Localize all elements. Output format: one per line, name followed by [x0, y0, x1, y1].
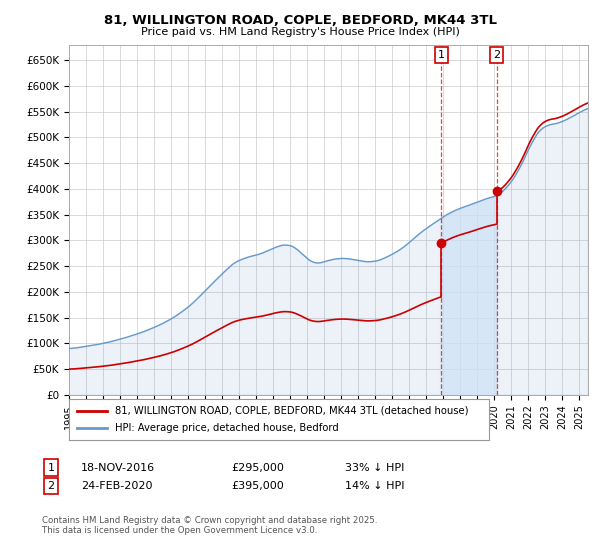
- Text: 2: 2: [47, 481, 55, 491]
- Text: £395,000: £395,000: [231, 481, 284, 491]
- Text: 1: 1: [438, 50, 445, 60]
- Text: 14% ↓ HPI: 14% ↓ HPI: [345, 481, 404, 491]
- Text: Contains HM Land Registry data © Crown copyright and database right 2025.
This d: Contains HM Land Registry data © Crown c…: [42, 516, 377, 535]
- Text: 81, WILLINGTON ROAD, COPLE, BEDFORD, MK44 3TL: 81, WILLINGTON ROAD, COPLE, BEDFORD, MK4…: [104, 14, 497, 27]
- Text: 1: 1: [47, 463, 55, 473]
- Text: 2: 2: [493, 50, 500, 60]
- Text: 81, WILLINGTON ROAD, COPLE, BEDFORD, MK44 3TL (detached house): 81, WILLINGTON ROAD, COPLE, BEDFORD, MK4…: [115, 405, 469, 416]
- Text: HPI: Average price, detached house, Bedford: HPI: Average price, detached house, Bedf…: [115, 423, 339, 433]
- Text: 18-NOV-2016: 18-NOV-2016: [81, 463, 155, 473]
- Text: £295,000: £295,000: [231, 463, 284, 473]
- Text: 24-FEB-2020: 24-FEB-2020: [81, 481, 152, 491]
- Text: 33% ↓ HPI: 33% ↓ HPI: [345, 463, 404, 473]
- Text: Price paid vs. HM Land Registry's House Price Index (HPI): Price paid vs. HM Land Registry's House …: [140, 27, 460, 38]
